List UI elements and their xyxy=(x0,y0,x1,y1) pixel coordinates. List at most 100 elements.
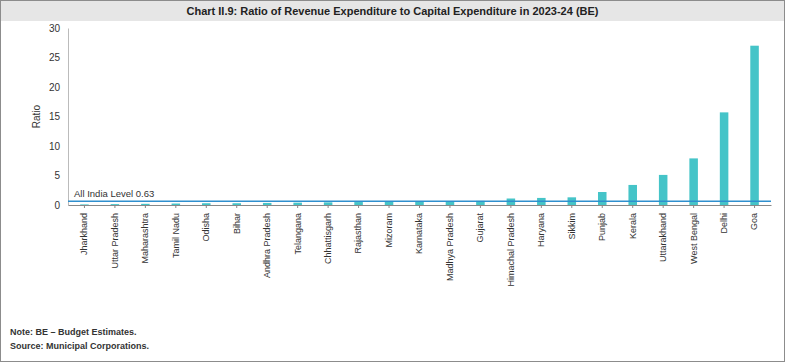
x-tick-label: Andhra Pradesh xyxy=(262,213,272,278)
x-tick: Karnataka xyxy=(414,205,424,254)
x-tick: Jharkhand xyxy=(79,205,89,255)
x-axis: Jharkhand Uttar Pradesh Maharashtra Tamil N… xyxy=(69,205,772,287)
x-tick-mark xyxy=(175,205,176,208)
bar xyxy=(385,202,394,205)
x-tick: Odisha xyxy=(201,205,211,242)
x-tick-label: West Bengal xyxy=(689,213,699,264)
y-axis-title: Ratio xyxy=(31,104,42,128)
title: Chart II.9: Ratio of Revenue Expenditure… xyxy=(187,5,599,17)
y-tick-label: 10 xyxy=(49,141,61,152)
bar xyxy=(202,203,211,205)
bar xyxy=(232,203,241,205)
x-tick-mark xyxy=(541,205,542,208)
x-tick: Rajasthan xyxy=(353,205,363,254)
x-tick-label: Delhi xyxy=(719,213,729,234)
x-tick: Goa xyxy=(749,205,759,230)
x-tick: Gujarat xyxy=(475,205,485,243)
bar xyxy=(111,204,120,205)
x-tick-mark xyxy=(297,205,298,208)
x-tick: Chhattisgarh xyxy=(323,205,333,264)
y-axis: 0 5 10 15 20 25 30 xyxy=(49,23,69,211)
x-tick: Uttarakhand xyxy=(658,205,668,262)
y-tick: 0 xyxy=(54,200,68,211)
y-tick: 5 xyxy=(54,170,68,181)
plot: 0 5 10 15 20 25 30 All India Level 0.63 Jharkhan… xyxy=(49,23,772,287)
x-tick: Kerala xyxy=(628,205,638,239)
source: Source: Municipal Corporations. xyxy=(10,341,149,351)
y-tick: 10 xyxy=(49,141,68,152)
y-tick: 30 xyxy=(49,23,68,34)
x-tick-label: Himachal Pradesh xyxy=(506,213,516,287)
x-tick-mark xyxy=(571,205,572,208)
title-band xyxy=(1,1,784,21)
bar xyxy=(263,203,272,205)
y-tick: 25 xyxy=(49,52,68,63)
y-tick-label: 0 xyxy=(54,200,60,211)
x-tick-mark xyxy=(693,205,694,208)
y-axis-line xyxy=(68,29,69,206)
x-tick-mark xyxy=(358,205,359,208)
x-tick-label: Rajasthan xyxy=(353,213,363,254)
y-tick-label: 25 xyxy=(49,52,61,63)
note: Note: BE – Budget Estimates. xyxy=(10,327,137,337)
frame xyxy=(1,1,785,362)
x-tick: Bihar xyxy=(232,205,242,234)
x-tick-mark xyxy=(389,205,390,208)
marks xyxy=(68,46,771,205)
bar xyxy=(750,46,759,205)
bar xyxy=(172,204,181,205)
x-tick: Haryana xyxy=(536,205,546,247)
x-tick-label: Tamil Nadu xyxy=(171,213,181,258)
bar xyxy=(141,204,150,205)
x-tick-label: Mizoram xyxy=(384,213,394,248)
y-tick: 15 xyxy=(49,111,68,122)
x-tick-label: Sikkim xyxy=(567,213,577,240)
x-tick-mark xyxy=(236,205,237,208)
x-tick: Madhya Pradesh xyxy=(445,205,455,281)
x-tick: Mizoram xyxy=(384,205,394,248)
y-tick-label: 30 xyxy=(49,23,61,34)
x-tick-label: Telangana xyxy=(293,213,303,255)
reference-label: All India Level 0.63 xyxy=(74,188,154,199)
x-tick-mark xyxy=(449,205,450,208)
x-tick-mark xyxy=(632,205,633,208)
x-tick-mark xyxy=(510,205,511,208)
x-tick-mark xyxy=(663,205,664,208)
x-tick-mark xyxy=(754,205,755,208)
x-tick: Andhra Pradesh xyxy=(262,205,272,278)
x-tick-mark xyxy=(267,205,268,208)
bar xyxy=(659,175,668,205)
x-tick-label: Goa xyxy=(749,213,759,230)
chart: Chart II.9: Ratio of Revenue Expenditure… xyxy=(0,0,785,362)
x-tick-label: Haryana xyxy=(536,213,546,247)
x-tick-mark xyxy=(145,205,146,208)
y-tick-label: 5 xyxy=(54,170,60,181)
x-tick: Telangana xyxy=(293,205,303,255)
x-tick-mark xyxy=(480,205,481,208)
x-tick: Maharashtra xyxy=(140,205,150,264)
x-tick: West Bengal xyxy=(689,205,699,264)
x-tick-label: Gujarat xyxy=(475,213,485,243)
x-tick-label: Odisha xyxy=(201,213,211,242)
x-tick-label: Jharkhand xyxy=(79,213,89,255)
y-tick-label: 20 xyxy=(49,82,61,93)
bar xyxy=(354,202,363,205)
x-tick: Sikkim xyxy=(567,205,577,240)
x-tick-label: Maharashtra xyxy=(140,213,150,264)
bar xyxy=(324,202,333,205)
bar xyxy=(80,204,89,205)
x-tick-mark xyxy=(114,205,115,208)
x-tick-label: Chhattisgarh xyxy=(323,213,333,264)
x-tick-mark xyxy=(84,205,85,208)
y-tick: 20 xyxy=(49,82,68,93)
x-tick-mark xyxy=(206,205,207,208)
x-tick: Himachal Pradesh xyxy=(506,205,516,287)
y-tick-label: 15 xyxy=(49,111,61,122)
bar xyxy=(598,192,607,205)
x-tick-label: Kerala xyxy=(628,213,638,239)
x-tick-mark xyxy=(419,205,420,208)
x-tick-label: Uttar Pradesh xyxy=(110,213,120,269)
x-tick-label: Karnataka xyxy=(414,213,424,254)
x-tick-label: Madhya Pradesh xyxy=(445,213,455,281)
x-tick-label: Punjab xyxy=(597,213,607,241)
